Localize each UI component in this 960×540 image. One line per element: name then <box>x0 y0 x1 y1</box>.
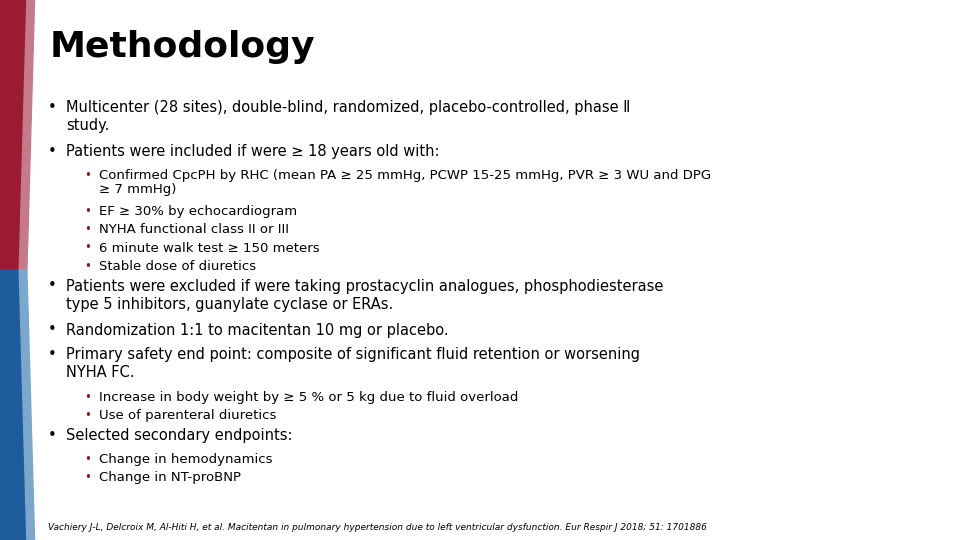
Text: •: • <box>84 205 91 218</box>
Text: •: • <box>48 144 57 159</box>
Text: NYHA functional class II or III: NYHA functional class II or III <box>99 223 289 236</box>
Text: •: • <box>48 428 57 443</box>
Text: •: • <box>84 471 91 484</box>
Text: Use of parenteral diuretics: Use of parenteral diuretics <box>99 409 276 422</box>
Text: Vachiery J-L, Delcroix M, Al-Hiti H, et al. Macitentan in pulmonary hypertension: Vachiery J-L, Delcroix M, Al-Hiti H, et … <box>48 523 707 532</box>
Text: Confirmed CpcPH by RHC (mean PA ≥ 25 mmHg, PCWP 15-25 mmHg, PVR ≥ 3 WU and DPG
≥: Confirmed CpcPH by RHC (mean PA ≥ 25 mmH… <box>99 168 711 197</box>
Text: •: • <box>84 241 91 254</box>
Text: Primary safety end point: composite of significant fluid retention or worsening
: Primary safety end point: composite of s… <box>66 347 640 380</box>
Text: 6 minute walk test ≥ 150 meters: 6 minute walk test ≥ 150 meters <box>99 241 320 254</box>
Text: Change in NT-proBNP: Change in NT-proBNP <box>99 471 241 484</box>
Text: •: • <box>48 347 57 362</box>
Text: •: • <box>48 279 57 294</box>
Text: •: • <box>84 391 91 404</box>
Text: EF ≥ 30% by echocardiogram: EF ≥ 30% by echocardiogram <box>99 205 298 218</box>
Text: •: • <box>48 100 57 115</box>
Text: Multicenter (28 sites), double-blind, randomized, placebo-controlled, phase Ⅱ
st: Multicenter (28 sites), double-blind, ra… <box>66 100 631 133</box>
Text: Patients were excluded if were taking prostacyclin analogues, phosphodiesterase
: Patients were excluded if were taking pr… <box>66 279 663 312</box>
Text: •: • <box>84 223 91 236</box>
Text: Selected secondary endpoints:: Selected secondary endpoints: <box>66 428 293 443</box>
Text: •: • <box>48 322 57 338</box>
Text: Methodology: Methodology <box>50 30 316 64</box>
Text: Change in hemodynamics: Change in hemodynamics <box>99 453 273 465</box>
Text: •: • <box>84 453 91 465</box>
Text: Patients were included if were ≥ 18 years old with:: Patients were included if were ≥ 18 year… <box>66 144 440 159</box>
Text: Randomization 1:1 to macitentan 10 mg or placebo.: Randomization 1:1 to macitentan 10 mg or… <box>66 322 448 338</box>
Text: Stable dose of diuretics: Stable dose of diuretics <box>99 260 256 273</box>
Text: Increase in body weight by ≥ 5 % or 5 kg due to fluid overload: Increase in body weight by ≥ 5 % or 5 kg… <box>99 391 518 404</box>
Text: •: • <box>84 168 91 181</box>
Text: •: • <box>84 260 91 273</box>
Text: •: • <box>84 409 91 422</box>
